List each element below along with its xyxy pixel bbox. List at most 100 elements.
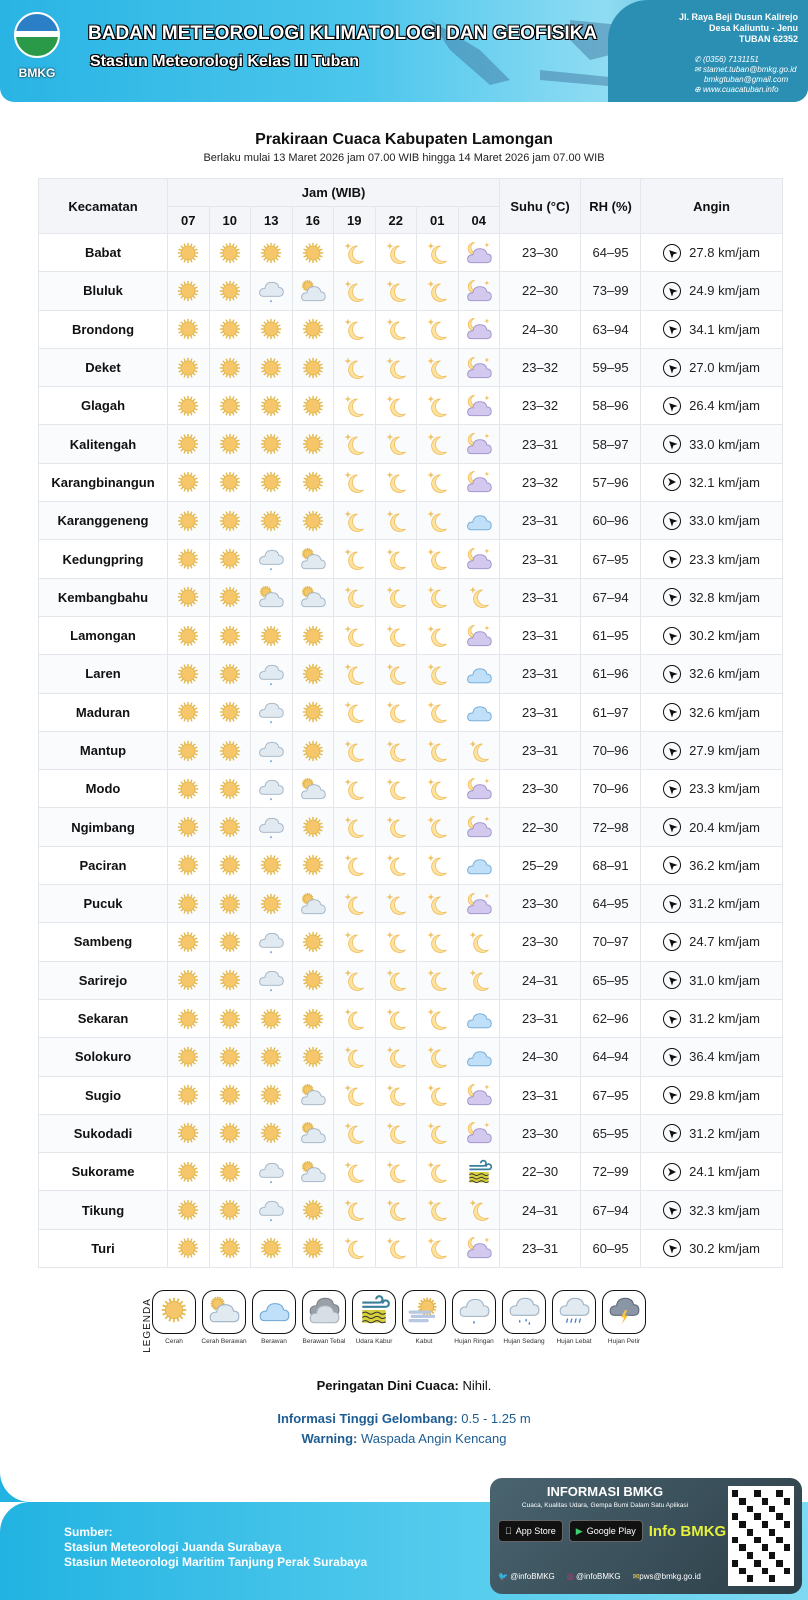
sun-icon	[293, 354, 334, 382]
moon-icon	[334, 1119, 375, 1147]
weather-cell	[374, 730, 417, 771]
moon-icon	[376, 315, 417, 343]
cloud-icon	[459, 851, 500, 879]
qr-module	[776, 1552, 783, 1559]
wind-speed: 24.1 km/jam	[689, 1164, 760, 1180]
sun-icon	[168, 698, 209, 726]
table-row: Sekaran 23–31 62–96 31.2 km/jam	[38, 998, 784, 1039]
moon-cloud-icon	[459, 890, 500, 918]
weather-cell	[416, 539, 459, 579]
moon-cloud-icon	[459, 1119, 500, 1147]
legend-item: Hujan Lebat	[552, 1290, 596, 1345]
weather-cell	[167, 807, 210, 847]
wind-direction-icon	[663, 588, 682, 607]
moon-icon	[334, 1081, 375, 1109]
moon-icon	[417, 1119, 458, 1147]
weather-cell	[250, 462, 293, 503]
table-row: Turi 23–31 60–95 30.2 km/jam	[38, 1228, 784, 1269]
moon-icon	[417, 1043, 458, 1071]
weather-cell	[374, 692, 417, 732]
legend-item-label: Berawan Tebal	[302, 1338, 346, 1345]
cloud-icon	[459, 1005, 500, 1033]
weather-cell	[208, 615, 251, 656]
weather-cell	[374, 577, 417, 617]
sun-icon	[210, 1234, 251, 1262]
wind-cell: 27.0 km/jam	[640, 347, 784, 388]
weather-cell	[167, 692, 210, 732]
wind-speed: 24.9 km/jam	[689, 283, 760, 299]
table-row: Glagah 23–32 58–96 26.4 km/jam	[38, 386, 784, 426]
weather-cell	[374, 1075, 417, 1115]
info-bmkg-logo: Info BMKG	[641, 1522, 726, 1540]
moon-icon	[417, 277, 458, 305]
weather-cell	[416, 424, 459, 464]
play-icon: ▶	[576, 1526, 583, 1537]
legend-item: Hujan Sedang	[502, 1290, 546, 1345]
sun-icon	[293, 622, 334, 650]
twitter-link[interactable]: 🐦 @infoBMKG	[498, 1572, 555, 1581]
qr-module	[768, 1505, 776, 1513]
wind-cell: 36.4 km/jam	[640, 1037, 784, 1077]
table-row: Kalitengah 23–31 58–97 33.0 km/jam	[38, 424, 784, 464]
email-link[interactable]: ✉pws@bmkg.go.id	[632, 1572, 701, 1581]
kecamatan-name: Babat	[38, 232, 168, 273]
qr-module	[761, 1490, 768, 1497]
kecamatan-name: Sukodadi	[38, 1113, 168, 1154]
weather-cell	[291, 462, 334, 503]
sun-icon	[293, 813, 334, 841]
moon-icon	[376, 1234, 417, 1262]
weather-cell	[416, 501, 459, 541]
app-store-button[interactable]: App Store	[498, 1520, 563, 1542]
moon-cloud-icon	[459, 239, 500, 267]
email-link[interactable]: stamet.tuban@bmkg.go.id	[702, 65, 797, 74]
weather-cell	[333, 309, 376, 349]
weather-cell	[457, 960, 501, 1000]
weather-cell	[333, 884, 376, 924]
wind-cell: 27.8 km/jam	[640, 232, 784, 273]
weather-cell	[167, 960, 210, 1000]
weather-cell	[208, 271, 251, 311]
phone: (0356) 7131151	[702, 55, 759, 64]
wind-cell: 23.3 km/jam	[640, 539, 784, 579]
wind-direction-icon	[663, 1124, 682, 1143]
weather-cell	[208, 1037, 251, 1077]
sun-icon	[168, 1043, 209, 1071]
temperature: 23–30	[499, 922, 582, 962]
kecamatan-name: Pucuk	[38, 884, 168, 924]
weather-cell	[457, 1228, 501, 1269]
qr-module	[746, 1559, 754, 1567]
weather-cell	[374, 347, 417, 388]
qr-module	[739, 1567, 746, 1575]
table-row: Sukorame 22–30 72–99 24.1 km/jam	[38, 1152, 784, 1192]
sun-cloud-icon	[293, 1081, 334, 1109]
sun-icon	[293, 1043, 334, 1071]
light-rain-icon	[251, 775, 292, 803]
weather-cell	[457, 424, 501, 464]
heavy-cloud-icon	[307, 1293, 341, 1332]
google-play-button[interactable]: ▶ Google Play	[568, 1520, 643, 1542]
thunderstorm-icon	[607, 1293, 641, 1332]
wave-info: Informasi Tinggi Gelombang: 0.5 - 1.25 m	[277, 1411, 531, 1426]
weather-cell	[416, 884, 459, 924]
wind-direction-icon	[663, 664, 682, 683]
sun-icon	[251, 354, 292, 382]
table-row: Babat 23–30 64–95 27.8 km/jam	[38, 232, 784, 273]
header-banner: BMKG BADAN METEOROLOGI KLIMATOLOGI DAN G…	[0, 0, 808, 102]
legend-item: Hujan Ringan	[452, 1290, 496, 1345]
light-rain-icon	[251, 813, 292, 841]
temperature: 23–31	[499, 615, 582, 656]
moon-icon	[376, 277, 417, 305]
wind-direction-icon	[663, 626, 682, 645]
sun-icon	[251, 239, 292, 267]
qr-module	[768, 1559, 776, 1567]
wind-direction-icon	[663, 243, 682, 262]
instagram-link[interactable]: ◎ @infoBMKG	[566, 1572, 621, 1581]
website-link[interactable]: www.cuacatuban.info	[702, 85, 779, 94]
qr-module	[768, 1528, 776, 1536]
qr-module	[761, 1521, 768, 1528]
sun-icon	[168, 737, 209, 765]
table-row: Lamongan 23–31 61–95 30.2 km/jam	[38, 615, 784, 656]
sun-icon	[168, 1081, 209, 1109]
sun-icon	[293, 468, 334, 496]
email-link[interactable]: bmkgtuban@gmail.com	[704, 75, 789, 84]
